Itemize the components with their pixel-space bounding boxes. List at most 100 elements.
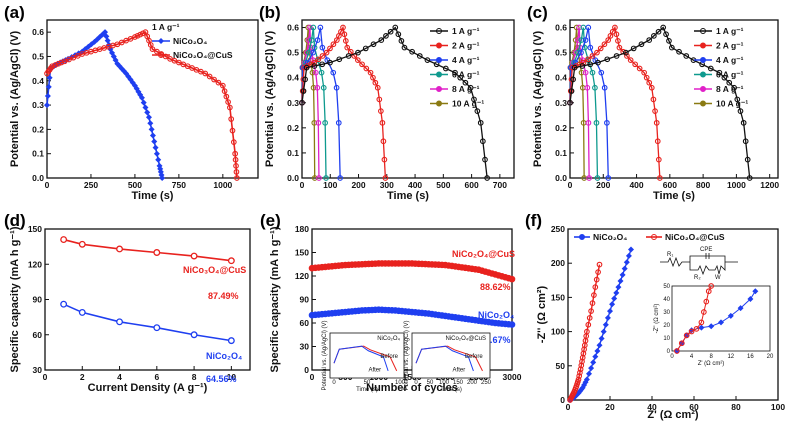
rate-point bbox=[480, 138, 486, 145]
nyquist-point bbox=[588, 308, 594, 314]
x-tick-label: 200 bbox=[351, 180, 365, 190]
rate-point bbox=[660, 24, 667, 31]
x-tick-label: 500 bbox=[128, 180, 142, 190]
y-tick-label: 0.0 bbox=[555, 173, 567, 183]
rate-point bbox=[627, 57, 634, 63]
rate-point bbox=[676, 48, 682, 55]
inset-point bbox=[708, 323, 715, 330]
nyquist-point bbox=[593, 276, 600, 283]
rate-point bbox=[471, 96, 477, 103]
inset-point bbox=[688, 328, 695, 335]
legend-marker bbox=[158, 52, 164, 58]
retention-label: 64.56% bbox=[206, 374, 237, 384]
legend-marker bbox=[579, 234, 585, 240]
inset-frame bbox=[329, 332, 405, 379]
rate-point bbox=[310, 84, 317, 91]
rate-point bbox=[312, 69, 319, 76]
rate-point bbox=[594, 175, 601, 181]
legend-marker bbox=[436, 57, 442, 63]
x-tick-label: 0 bbox=[310, 372, 315, 382]
circuit-label: CPE bbox=[700, 247, 712, 253]
inset-point bbox=[737, 305, 744, 312]
panel-label: (c) bbox=[527, 3, 548, 22]
rate-point bbox=[311, 59, 318, 66]
rate-point bbox=[726, 79, 733, 86]
rate-point bbox=[579, 63, 586, 69]
gcd-point bbox=[132, 34, 138, 40]
rate-point bbox=[416, 53, 423, 59]
retention-label: 87.49% bbox=[208, 291, 239, 301]
panel-label: (d) bbox=[4, 211, 26, 230]
panel-e: (e)0500100015002000250030000306090120150… bbox=[260, 211, 522, 394]
rate-point bbox=[615, 38, 621, 44]
x-tick-label: 750 bbox=[172, 180, 186, 190]
x-tick-label: 1200 bbox=[760, 180, 779, 190]
inset-curve-label: Before bbox=[465, 354, 483, 360]
inset-title: NiCo₂O₄ bbox=[377, 336, 400, 342]
legend-label: 4 A g⁻¹ bbox=[452, 55, 480, 65]
equivalent-circuit: R₁ CPE R₂ W bbox=[660, 247, 738, 281]
rate-point bbox=[587, 44, 594, 51]
rate-point bbox=[433, 61, 440, 68]
nyquist-point bbox=[585, 321, 592, 328]
x-tick-label: 2 bbox=[80, 372, 85, 382]
rate-point bbox=[382, 175, 389, 181]
rate-point bbox=[387, 28, 394, 35]
nyquist-point bbox=[592, 284, 599, 290]
inset-red-curve bbox=[676, 285, 712, 352]
gcd-point bbox=[225, 99, 231, 105]
rate-point bbox=[354, 57, 361, 63]
rate-point bbox=[734, 96, 741, 103]
circuit-label: W bbox=[715, 275, 721, 281]
rate-point bbox=[315, 119, 322, 126]
rate-point bbox=[340, 24, 346, 31]
inset-y-tick: 0 bbox=[667, 349, 671, 355]
legend-label: 4 A g⁻¹ bbox=[716, 55, 744, 65]
rate-point bbox=[630, 45, 637, 52]
y-axis-label: Specific capacity (mA h g⁻¹) bbox=[9, 226, 21, 372]
inset-point bbox=[674, 348, 680, 354]
rate-point bbox=[327, 45, 333, 52]
rate-point bbox=[616, 44, 623, 51]
inset-x-tick: 50 bbox=[427, 380, 434, 386]
rate-point bbox=[653, 119, 660, 126]
x-tick-label: 700 bbox=[493, 180, 507, 190]
rate-point bbox=[716, 69, 723, 76]
rate-point bbox=[668, 44, 675, 51]
capacity-point bbox=[227, 257, 235, 265]
panel-c: (c) 0 200 400 600 800 1000 1200 0.0 0.1 0.2 0.3 0.4 0… bbox=[527, 3, 779, 202]
rate-point bbox=[379, 119, 386, 126]
legend-marker bbox=[436, 71, 442, 78]
nyquist-point bbox=[611, 295, 618, 302]
y-tick-label: 250 bbox=[551, 224, 565, 234]
legend-marker bbox=[700, 86, 706, 92]
gcd-point bbox=[152, 144, 159, 151]
inset-curve-label: After bbox=[368, 367, 381, 373]
legend-label: NiCo₂O₄ bbox=[593, 232, 627, 242]
rate-point bbox=[376, 96, 383, 103]
rate-point bbox=[737, 108, 744, 114]
gcd-point bbox=[153, 150, 160, 157]
rate-point bbox=[484, 175, 490, 181]
rate-point bbox=[300, 88, 307, 94]
inset-x-tick: 16 bbox=[747, 354, 754, 360]
y-tick-label: 0.1 bbox=[555, 148, 567, 158]
rate-point bbox=[589, 69, 596, 76]
rate-point bbox=[342, 38, 349, 44]
legend-label: NiCo₂O₄@CuS bbox=[173, 50, 233, 60]
x-tick-label: 400 bbox=[629, 180, 643, 190]
gcd-point bbox=[229, 127, 236, 134]
rate-point bbox=[607, 33, 614, 39]
y-tick-label: 90 bbox=[300, 295, 310, 305]
nyquist-point bbox=[596, 342, 603, 349]
inset-1: NiCo₂O₄@CuS Before After 0 50 100 150 200 250 Tim… bbox=[404, 320, 492, 393]
gcd-point bbox=[55, 60, 62, 67]
y-tick-label: 150 bbox=[28, 224, 42, 234]
gcd-point bbox=[232, 156, 239, 163]
capacity-point bbox=[153, 324, 161, 332]
legend-marker bbox=[651, 234, 657, 240]
rate-point bbox=[612, 24, 618, 31]
y-tick-label: 150 bbox=[295, 248, 309, 258]
y-tick-label: 0.3 bbox=[287, 98, 299, 108]
y-tick-label: 0.6 bbox=[287, 23, 299, 33]
